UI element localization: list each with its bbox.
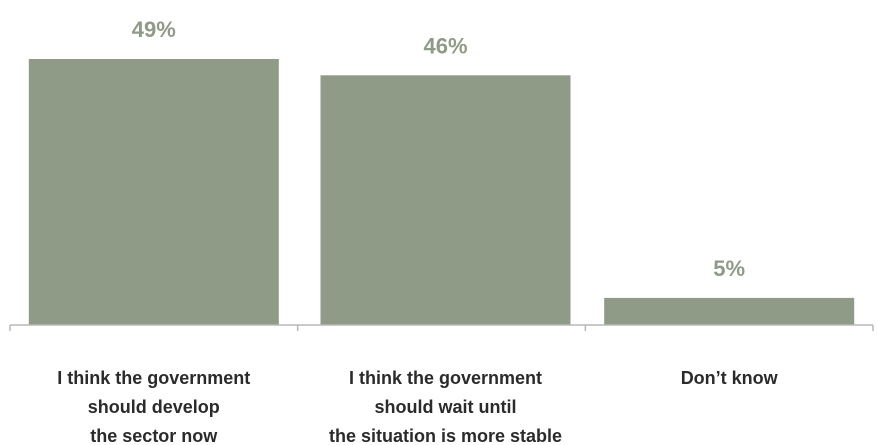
x-axis [9, 324, 874, 331]
value-label: 49% [132, 17, 176, 42]
bars-layer [28, 59, 855, 325]
category-label-line: Don’t know [681, 368, 779, 388]
category-labels: I think the government should develop the … [57, 368, 778, 445]
value-labels: 49% 46% 5% [132, 17, 745, 281]
category-label-line: the situation is more stable [329, 426, 562, 445]
category-label-line: the sector now [90, 426, 218, 445]
category-label-line: I think the government [57, 368, 250, 388]
bar [604, 297, 855, 325]
category-label-line: should wait until [375, 397, 517, 417]
category-label: I think the government should develop the … [57, 368, 250, 445]
category-label: I think the government should wait until t… [329, 368, 562, 445]
bar [28, 59, 279, 325]
category-label-line: should develop [88, 397, 220, 417]
value-label: 5% [713, 256, 745, 281]
value-label: 46% [423, 33, 467, 58]
category-label: Don’t know [681, 368, 779, 388]
category-label-line: I think the government [349, 368, 542, 388]
bar [320, 75, 571, 325]
